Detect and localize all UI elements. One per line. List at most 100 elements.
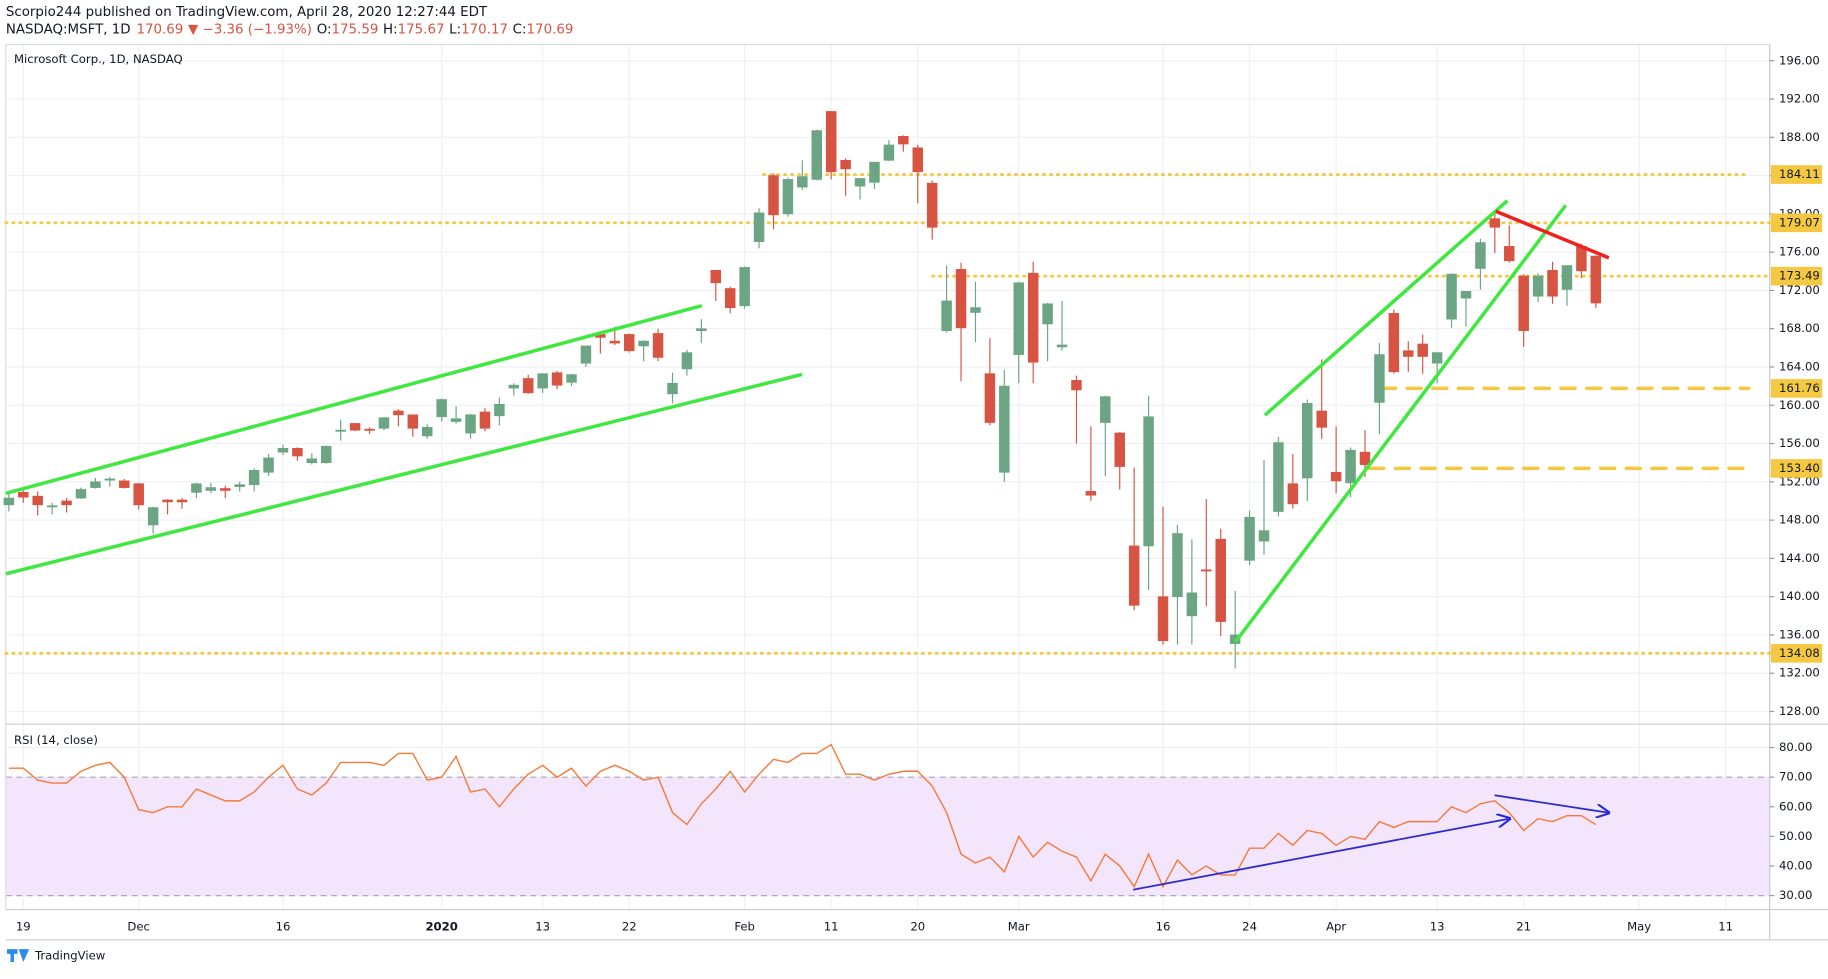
candle-body bbox=[681, 352, 693, 370]
header-bg bbox=[0, 0, 1828, 43]
level-tag bbox=[1770, 379, 1823, 398]
candle-body bbox=[1431, 352, 1443, 364]
y-tick-label: 172.00 bbox=[1779, 283, 1820, 297]
candle-body bbox=[508, 384, 520, 389]
y-tick-label: 168.00 bbox=[1779, 321, 1820, 335]
candle-body bbox=[46, 505, 58, 508]
candle-body bbox=[551, 372, 563, 386]
candle-body bbox=[248, 470, 260, 486]
candle-body bbox=[436, 399, 447, 418]
candle-body bbox=[1518, 275, 1529, 331]
symbol-line: NASDAQ:MSFT, 1D 170.69 ▼ −3.36 (−1.93%) O:1… bbox=[6, 22, 574, 37]
candle-body bbox=[1172, 533, 1183, 598]
candle-body bbox=[1215, 538, 1226, 622]
candle-body bbox=[75, 489, 87, 499]
candle-body bbox=[335, 429, 346, 432]
x-tick-label: 11 bbox=[824, 920, 839, 934]
candle-body bbox=[119, 480, 130, 488]
x-tick-label: Dec bbox=[127, 920, 150, 934]
divergence-arrow bbox=[1133, 819, 1510, 891]
y-tick-label: 140.00 bbox=[1779, 589, 1820, 603]
x-tick-label: May bbox=[1627, 920, 1651, 934]
candle-body bbox=[566, 374, 577, 383]
candle-body bbox=[912, 147, 924, 173]
candle-body bbox=[984, 373, 996, 423]
candle-body bbox=[797, 176, 808, 188]
x-tick-label: 19 bbox=[16, 920, 31, 934]
ohlc-label: O: bbox=[317, 22, 332, 37]
candle-body bbox=[898, 136, 909, 145]
candle-body bbox=[1042, 303, 1053, 325]
rsi-band bbox=[5, 777, 1770, 896]
ohlc-value: 170.17 bbox=[461, 22, 508, 37]
level-label: 184.11 bbox=[1779, 167, 1820, 181]
candle-body bbox=[1504, 246, 1515, 262]
candle-body bbox=[1388, 313, 1400, 373]
y-tick-label: 152.00 bbox=[1779, 474, 1820, 488]
y-tick-label: 70.00 bbox=[1779, 770, 1812, 784]
candle-body bbox=[1417, 343, 1428, 357]
level-label: 134.08 bbox=[1779, 646, 1820, 660]
x-tick-label: 22 bbox=[622, 920, 637, 934]
candle-body bbox=[1460, 291, 1472, 299]
rsi-title: RSI (14, close) bbox=[14, 733, 98, 747]
ohlc-value: 175.59 bbox=[332, 22, 379, 37]
y-tick-label: 148.00 bbox=[1779, 513, 1820, 527]
candle-body bbox=[955, 269, 967, 329]
level-tag bbox=[1770, 213, 1823, 233]
candle-body bbox=[623, 334, 635, 352]
publisher: Scorpio244 published on TradingView.com,… bbox=[6, 5, 488, 20]
candle-body bbox=[393, 410, 404, 416]
candle-body bbox=[1345, 449, 1356, 484]
candle-body bbox=[1547, 269, 1558, 297]
y-tick-label: 80.00 bbox=[1779, 740, 1812, 754]
level-label: 161.76 bbox=[1779, 381, 1820, 395]
candle-body bbox=[321, 446, 332, 464]
candle-body bbox=[407, 414, 419, 429]
candle-body bbox=[1128, 545, 1140, 606]
level-tag bbox=[1770, 165, 1823, 184]
candle-body bbox=[825, 111, 837, 173]
candle-body bbox=[1287, 483, 1299, 505]
level-tag bbox=[1770, 266, 1823, 286]
candle-body bbox=[869, 161, 880, 183]
candle-body bbox=[724, 288, 736, 309]
candle-body bbox=[652, 333, 664, 358]
candle-body bbox=[1157, 596, 1169, 642]
x-tick-label: 20 bbox=[910, 920, 925, 934]
y-tick-label: 196.00 bbox=[1779, 53, 1820, 67]
candle-body bbox=[292, 447, 303, 457]
candle-body bbox=[1027, 272, 1039, 363]
candle-body bbox=[1273, 442, 1284, 512]
symbol: NASDAQ:MSFT, 1D bbox=[6, 22, 131, 37]
ohlc-label: H: bbox=[383, 22, 398, 37]
y-tick-label: 50.00 bbox=[1779, 829, 1812, 843]
y-tick-label: 128.00 bbox=[1779, 704, 1820, 718]
candle-body bbox=[1590, 255, 1602, 304]
y-tick-label: 192.00 bbox=[1779, 92, 1820, 106]
x-tick-label: 13 bbox=[1430, 920, 1445, 934]
candle-body bbox=[133, 483, 144, 506]
trend-line bbox=[1234, 204, 1568, 643]
candle-body bbox=[609, 340, 621, 344]
candle-body bbox=[580, 345, 592, 364]
candle-body bbox=[522, 378, 534, 394]
candle-body bbox=[191, 483, 202, 493]
candle-body bbox=[378, 417, 390, 429]
candle-body bbox=[782, 179, 794, 215]
candle-body bbox=[1071, 380, 1082, 391]
y-tick-label: 156.00 bbox=[1779, 436, 1820, 450]
y-tick-label: 160.00 bbox=[1779, 398, 1820, 412]
candle-body bbox=[768, 175, 779, 216]
candle-body bbox=[1576, 246, 1587, 272]
trend-line bbox=[5, 303, 703, 496]
chart-title: Microsoft Corp., 1D, NASDAQ bbox=[14, 52, 183, 66]
candle-body bbox=[494, 403, 505, 417]
y-tick-label: 176.00 bbox=[1779, 245, 1820, 259]
candle-body bbox=[1258, 530, 1270, 542]
y-tick-label: 136.00 bbox=[1779, 627, 1820, 641]
x-tick-label: 2020 bbox=[425, 920, 457, 934]
candle-body bbox=[465, 414, 476, 434]
